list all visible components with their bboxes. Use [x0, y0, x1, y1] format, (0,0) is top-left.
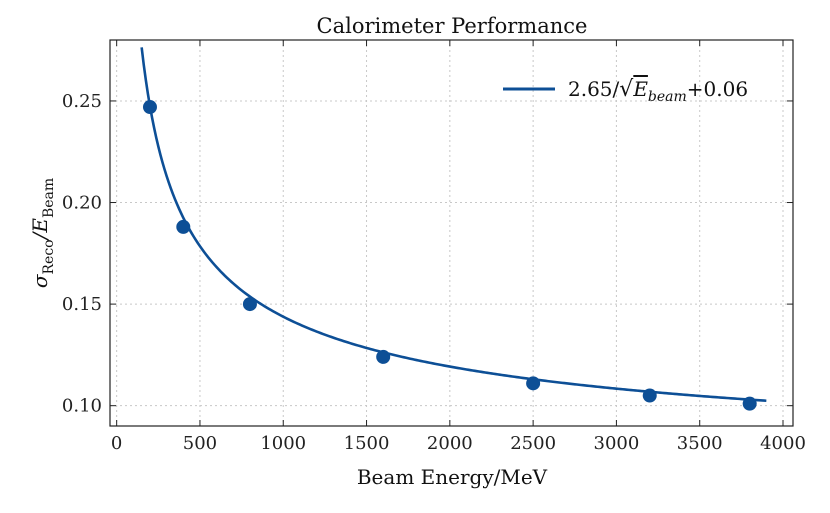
y-tick-label: 0.10	[62, 396, 102, 417]
chart-title: Calorimeter Performance	[317, 14, 588, 38]
legend-sqrt: √	[619, 77, 634, 102]
legend-const: +0.06	[687, 77, 748, 101]
y-axis-label: σReco/EBeam	[28, 178, 57, 288]
x-tick-label: 3000	[594, 433, 640, 454]
y-label-sigma-sub: Reco	[41, 239, 57, 274]
fit-curve-layer	[140, 47, 767, 403]
data-point	[242, 297, 257, 312]
y-label-slash-e: /E	[28, 218, 52, 242]
x-tick-label: 2500	[510, 433, 556, 454]
y-label-sigma: σ	[28, 273, 52, 288]
x-axis-label: Beam Energy/MeV	[357, 465, 548, 489]
y-label-e-sub: Beam	[41, 178, 57, 218]
grid	[110, 40, 793, 426]
data-point	[142, 100, 157, 115]
data-point	[376, 349, 391, 364]
x-tick-label: 3500	[677, 433, 723, 454]
x-tick-label: 500	[183, 433, 217, 454]
legend-coef: 2.65/	[568, 77, 620, 101]
data-point	[642, 388, 657, 403]
legend-label: 2.65/√Ebeam+0.06	[568, 77, 748, 105]
x-tick-label: 1500	[344, 433, 390, 454]
y-tick-label: 0.20	[62, 193, 102, 214]
data-point	[526, 376, 541, 391]
y-tick-label: 0.15	[62, 294, 102, 315]
plot-frame	[109, 39, 794, 427]
legend-e-sub: beam	[648, 89, 687, 105]
x-tick-label: 0	[111, 433, 122, 454]
data-point	[176, 219, 191, 234]
legend: 2.65/√Ebeam+0.06	[503, 77, 748, 105]
axis-ticks: 0 500 1000 1500 2000 2500 3000 3500 4000 0.10 0.15…	[62, 40, 806, 454]
data-points	[142, 100, 757, 411]
x-tick-label: 4000	[760, 433, 806, 454]
data-point	[742, 396, 757, 411]
y-tick-label: 0.25	[62, 91, 102, 112]
fit-curve	[140, 47, 767, 403]
x-tick-label: 2000	[427, 433, 473, 454]
legend-e: E	[632, 77, 648, 101]
x-tick-label: 1000	[260, 433, 306, 454]
